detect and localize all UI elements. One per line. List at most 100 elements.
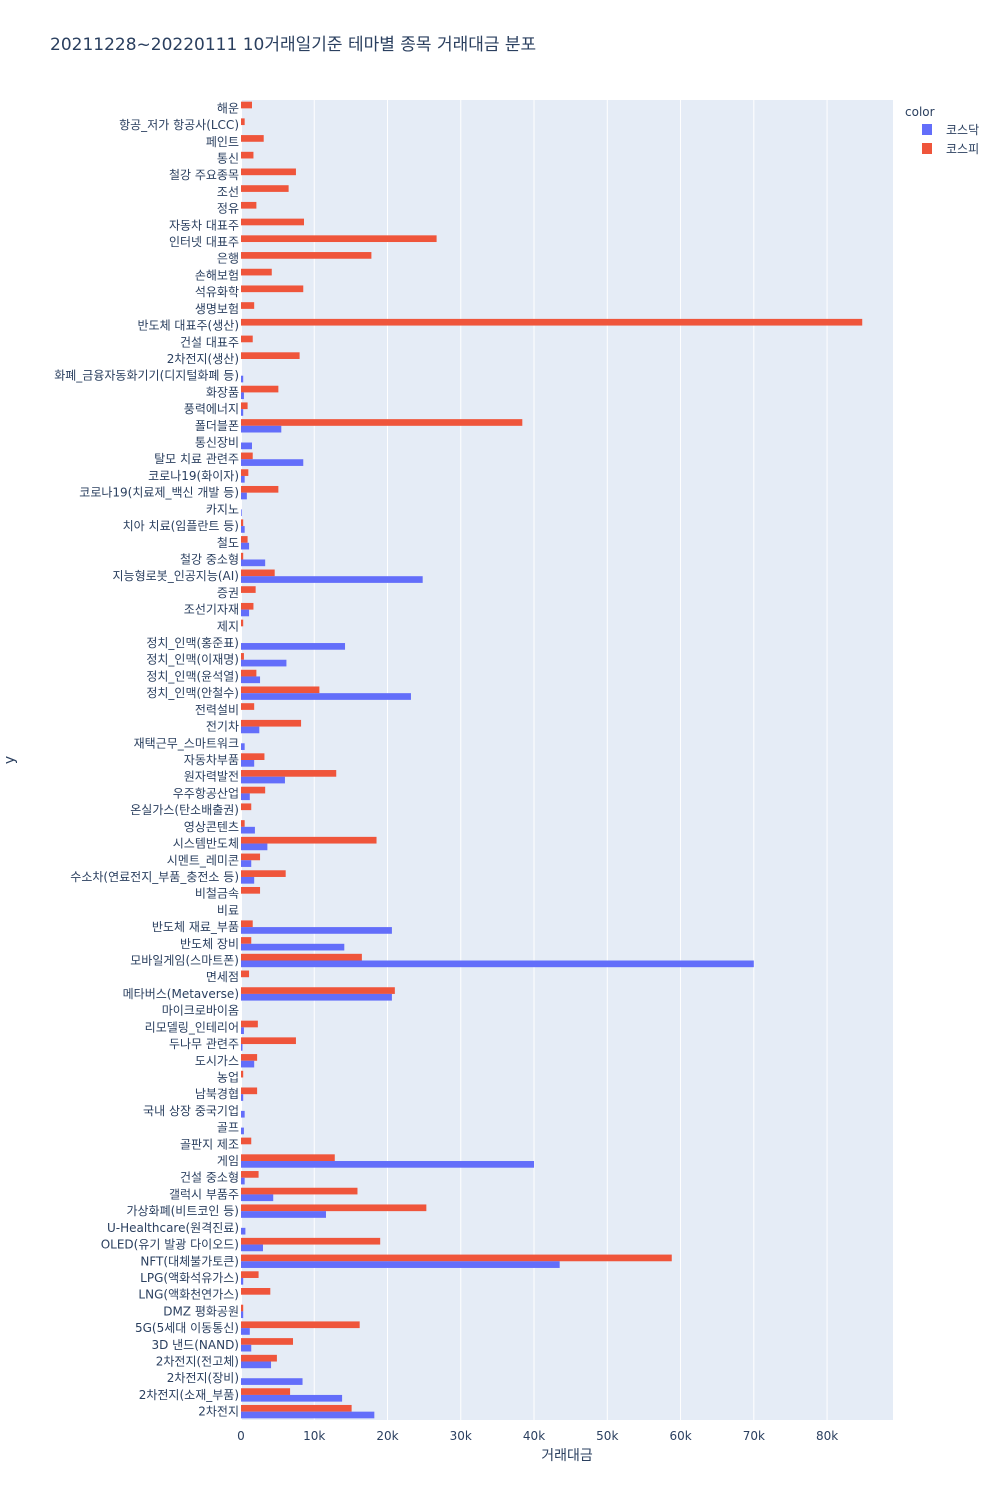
bar-kosdaq[interactable] — [241, 1378, 303, 1385]
bar-kospi[interactable] — [241, 1254, 672, 1262]
bar-kospi[interactable] — [241, 419, 523, 426]
bar-kospi[interactable] — [241, 151, 254, 159]
bar-kosdaq[interactable] — [241, 609, 250, 617]
bar-kospi[interactable] — [241, 937, 252, 944]
bar-kospi[interactable] — [241, 235, 437, 243]
bar-kosdaq[interactable] — [241, 409, 244, 416]
bar-kospi[interactable] — [241, 168, 296, 176]
bar-kosdaq[interactable] — [241, 1161, 535, 1168]
bar-kospi[interactable] — [241, 853, 261, 861]
bar-kospi[interactable] — [241, 669, 257, 677]
bar-kosdaq[interactable] — [241, 843, 268, 851]
bar-kosdaq[interactable] — [241, 760, 255, 767]
bar-kosdaq[interactable] — [241, 1311, 244, 1319]
bar-kosdaq[interactable] — [241, 375, 244, 383]
bar-kospi[interactable] — [241, 703, 255, 710]
bar-kospi[interactable] — [241, 753, 265, 760]
bar-kospi[interactable] — [241, 218, 305, 226]
bar-kospi[interactable] — [241, 987, 395, 994]
bar-kosdaq[interactable] — [241, 1211, 326, 1218]
bar-kospi[interactable] — [241, 1354, 277, 1362]
bar-kospi[interactable] — [241, 886, 261, 894]
bar-kosdaq[interactable] — [241, 960, 754, 968]
bar-kospi[interactable] — [241, 118, 245, 126]
bar-kosdaq[interactable] — [241, 659, 287, 667]
bar-kospi[interactable] — [241, 619, 244, 627]
bar-kosdaq[interactable] — [241, 1344, 252, 1352]
bar-kosdaq[interactable] — [241, 442, 252, 450]
bar-kospi[interactable] — [241, 1171, 259, 1178]
bar-kospi[interactable] — [241, 536, 248, 543]
bar-kospi[interactable] — [241, 1020, 258, 1028]
bar-kospi[interactable] — [241, 970, 250, 978]
bar-kospi[interactable] — [241, 653, 244, 660]
bar-kospi[interactable] — [241, 1154, 335, 1162]
bar-kospi[interactable] — [241, 1237, 381, 1245]
bar-kospi[interactable] — [241, 352, 300, 359]
bar-kospi[interactable] — [241, 285, 304, 293]
bar-kosdaq[interactable] — [241, 526, 245, 533]
bar-kosdaq[interactable] — [241, 1194, 274, 1202]
bar-kosdaq[interactable] — [241, 1411, 375, 1419]
bar-kosdaq[interactable] — [241, 459, 304, 466]
bar-kospi[interactable] — [241, 820, 245, 827]
bar-kospi[interactable] — [241, 268, 272, 276]
bar-kospi[interactable] — [241, 1271, 259, 1278]
bar-kospi[interactable] — [241, 135, 264, 142]
bar-kospi[interactable] — [241, 569, 275, 577]
bar-kospi[interactable] — [241, 318, 863, 326]
bar-kosdaq[interactable] — [241, 392, 244, 400]
bar-kospi[interactable] — [241, 519, 244, 527]
bar-kospi[interactable] — [241, 302, 255, 309]
bar-kosdaq[interactable] — [241, 576, 423, 583]
bar-kospi[interactable] — [241, 1070, 244, 1078]
bar-kospi[interactable] — [241, 803, 252, 811]
bar-kosdaq[interactable] — [241, 726, 260, 734]
bar-kospi[interactable] — [241, 1187, 358, 1195]
bar-kospi[interactable] — [241, 786, 266, 794]
bar-kosdaq[interactable] — [241, 643, 346, 650]
bar-kosdaq[interactable] — [241, 943, 345, 951]
bar-kosdaq[interactable] — [241, 1394, 343, 1402]
bar-kospi[interactable] — [241, 402, 248, 410]
bar-kosdaq[interactable] — [241, 509, 242, 517]
legend-item-label[interactable]: 코스닥 — [946, 123, 979, 137]
bar-kospi[interactable] — [241, 953, 362, 961]
bar-kospi[interactable] — [241, 252, 372, 259]
bar-kosdaq[interactable] — [241, 1060, 255, 1068]
bar-kosdaq[interactable] — [241, 492, 247, 500]
legend-item-label[interactable]: 코스피 — [946, 142, 979, 156]
bar-kospi[interactable] — [241, 485, 279, 493]
bar-kospi[interactable] — [241, 101, 252, 109]
bar-kospi[interactable] — [241, 201, 257, 209]
bar-kosdaq[interactable] — [241, 860, 252, 867]
bar-kosdaq[interactable] — [241, 826, 255, 834]
bar-kosdaq[interactable] — [241, 693, 411, 700]
bar-kospi[interactable] — [241, 552, 244, 560]
legend-swatch[interactable] — [922, 124, 932, 135]
bar-kospi[interactable] — [241, 469, 249, 476]
bar-kosdaq[interactable] — [241, 559, 266, 567]
bar-kosdaq[interactable] — [241, 1127, 244, 1135]
bar-kospi[interactable] — [241, 836, 377, 844]
bar-kosdaq[interactable] — [241, 1361, 272, 1369]
bar-kosdaq[interactable] — [241, 1277, 244, 1285]
bar-kosdaq[interactable] — [241, 676, 261, 684]
bar-kosdaq[interactable] — [241, 927, 392, 934]
bar-kospi[interactable] — [241, 1288, 271, 1295]
bar-kospi[interactable] — [241, 1054, 258, 1061]
bar-kospi[interactable] — [241, 335, 253, 343]
bar-kosdaq[interactable] — [241, 1244, 263, 1252]
bar-kospi[interactable] — [241, 719, 302, 727]
bar-kospi[interactable] — [241, 185, 289, 192]
bar-kospi[interactable] — [241, 1087, 258, 1095]
bar-kosdaq[interactable] — [241, 1177, 245, 1185]
bar-kospi[interactable] — [241, 686, 320, 694]
bar-kospi[interactable] — [241, 920, 253, 928]
bar-kospi[interactable] — [241, 1388, 291, 1395]
bar-kospi[interactable] — [241, 1338, 294, 1345]
bar-kospi[interactable] — [241, 602, 254, 610]
bar-kospi[interactable] — [241, 1204, 427, 1212]
bar-kospi[interactable] — [241, 1304, 244, 1312]
